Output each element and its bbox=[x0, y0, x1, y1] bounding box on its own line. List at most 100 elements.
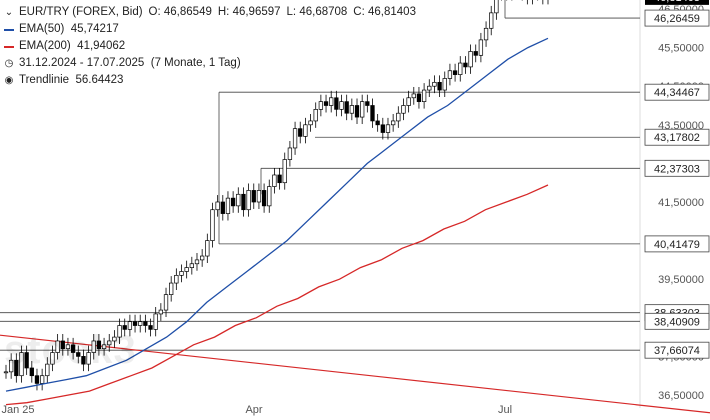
level-label-box bbox=[644, 128, 710, 146]
candle-body bbox=[179, 271, 184, 276]
candle-body bbox=[174, 274, 179, 284]
target-icon: ◉ bbox=[4, 75, 14, 86]
candle-body bbox=[390, 120, 396, 126]
candle-body bbox=[148, 325, 153, 330]
candle-body bbox=[442, 78, 447, 91]
candle-body bbox=[483, 27, 489, 41]
candle-body bbox=[241, 193, 246, 211]
candle-body bbox=[81, 356, 86, 365]
level-label: 43,17802 bbox=[654, 132, 700, 144]
legend-range-row: ◷ 31.12.2024 - 17.07.2025 (7 Monate, 1 T… bbox=[4, 55, 416, 72]
legend-trendline-row[interactable]: ◉ Trendlinie 56.64423 bbox=[4, 72, 416, 89]
candle-body bbox=[292, 128, 298, 149]
level-label-box bbox=[644, 9, 710, 27]
candle-body bbox=[220, 201, 225, 214]
level-label: 42,37303 bbox=[654, 163, 700, 175]
candle-body bbox=[189, 263, 194, 268]
candle-body bbox=[200, 255, 205, 261]
candle-body bbox=[287, 147, 293, 160]
candle-body bbox=[339, 101, 344, 110]
candle-body bbox=[60, 340, 65, 350]
high-value: 46,96597 bbox=[232, 6, 281, 18]
level-label-box bbox=[644, 83, 710, 101]
candle-body bbox=[452, 70, 458, 75]
level-label: 44,34467 bbox=[654, 87, 700, 99]
trendline bbox=[0, 334, 710, 414]
candle-body bbox=[14, 359, 19, 377]
candle-body bbox=[329, 97, 334, 106]
candle-body bbox=[256, 190, 262, 203]
candle-body bbox=[298, 128, 303, 137]
candle-body bbox=[163, 294, 169, 311]
candle-body bbox=[318, 101, 324, 110]
candle-body bbox=[225, 197, 231, 214]
level-label-box bbox=[644, 235, 710, 253]
candle-body bbox=[261, 190, 267, 207]
candle-body bbox=[272, 174, 277, 187]
candle-body bbox=[463, 62, 468, 68]
candle-body bbox=[236, 193, 241, 207]
candle-body bbox=[380, 124, 385, 133]
ema200-label: EMA(200) bbox=[19, 40, 71, 52]
candle-body bbox=[427, 85, 432, 91]
y-tick-label: 41,50000 bbox=[658, 197, 704, 209]
candle-body bbox=[143, 321, 148, 326]
candle-body bbox=[29, 367, 34, 377]
candle-body bbox=[205, 240, 210, 257]
candle-body bbox=[458, 62, 463, 75]
legend-symbol-row: ⌄ EUR/TRY (FOREX, Bid) O: 46,86549 H: 46… bbox=[4, 4, 416, 21]
candle-body bbox=[354, 105, 360, 118]
ema50-swatch bbox=[4, 28, 14, 31]
chart-legend: ⌄ EUR/TRY (FOREX, Bid) O: 46,86549 H: 46… bbox=[4, 4, 416, 89]
stock3-watermark: stock3 bbox=[4, 328, 137, 372]
candle-body bbox=[153, 313, 158, 330]
legend-ema50-row[interactable]: EMA(50) 45,74217 bbox=[4, 21, 416, 38]
x-tick-label: Jul bbox=[498, 404, 512, 416]
candle-body bbox=[246, 190, 251, 211]
candle-body bbox=[396, 112, 401, 122]
candle-body bbox=[55, 340, 60, 353]
candle-body bbox=[401, 105, 406, 114]
x-tick-label: Jan 25 bbox=[1, 404, 34, 416]
last-price-box bbox=[645, 0, 709, 5]
legend-ema200-row[interactable]: EMA(200) 41,94062 bbox=[4, 38, 416, 55]
y-tick-label: 36,50000 bbox=[658, 390, 704, 402]
close-value: 46,81403 bbox=[368, 6, 416, 18]
candle-body bbox=[282, 159, 287, 184]
candle-body bbox=[432, 81, 437, 87]
candle-body bbox=[489, 12, 494, 29]
candle-body bbox=[19, 352, 24, 377]
candle-body bbox=[132, 321, 138, 326]
candle-body bbox=[158, 309, 164, 315]
candle-body bbox=[251, 190, 256, 203]
candle-body bbox=[303, 124, 308, 137]
candle-body bbox=[375, 120, 380, 126]
candle-body bbox=[406, 97, 411, 106]
level-label: 38,40909 bbox=[654, 316, 700, 328]
candle-body bbox=[277, 174, 282, 184]
date-range: 31.12.2024 - 17.07.2025 bbox=[19, 57, 145, 69]
ema50-label: EMA(50) bbox=[19, 23, 65, 35]
ema200-value: 41,94062 bbox=[77, 40, 126, 52]
level-label: 46,26459 bbox=[654, 13, 700, 25]
candle-body bbox=[194, 259, 200, 265]
candle-body bbox=[421, 89, 427, 102]
candle-body bbox=[468, 51, 473, 68]
candle-body bbox=[473, 51, 478, 56]
candle-body bbox=[370, 105, 375, 122]
candle-body bbox=[9, 359, 14, 373]
ema50-line bbox=[5, 37, 549, 392]
x-tick-label: Apr bbox=[245, 404, 262, 416]
candle-body bbox=[385, 124, 391, 133]
candle-body bbox=[215, 201, 220, 211]
candle-body bbox=[184, 267, 189, 272]
candle-body bbox=[138, 321, 143, 326]
high-label: H: bbox=[217, 6, 230, 18]
candle-body bbox=[323, 101, 329, 106]
chevron-down-icon[interactable]: ⌄ bbox=[4, 7, 14, 18]
candle-body bbox=[349, 105, 354, 114]
last-price-label: 46,81403 bbox=[654, 0, 700, 4]
ema200-line bbox=[5, 184, 549, 406]
